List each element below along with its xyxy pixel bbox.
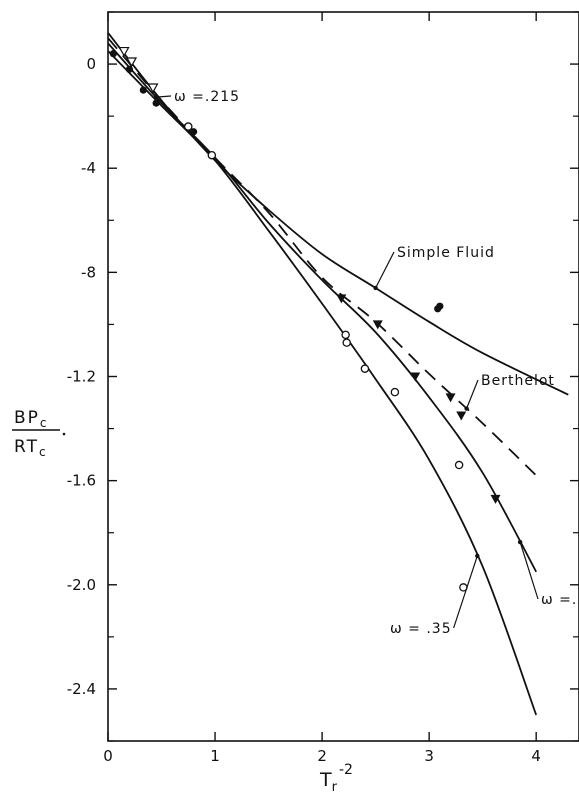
series-line-215	[107, 42, 537, 573]
data-points	[109, 46, 501, 592]
x-axis-label-text: Tr-2	[319, 762, 353, 793]
data-point-open-triangle	[147, 83, 159, 94]
x-tick-label: 4	[531, 747, 541, 765]
annotation-leader	[453, 555, 478, 629]
data-point-filled-triangle	[445, 393, 456, 403]
data-point-open-circle	[454, 460, 464, 470]
y-tick-label: -1.2	[67, 368, 96, 386]
annotation-leader	[156, 95, 172, 98]
y-tick-label: -2.0	[67, 576, 96, 594]
y-tick-label: -8	[81, 263, 96, 281]
annotation-215: ω =.215	[174, 89, 240, 105]
data-point-filled-triangle	[336, 294, 347, 304]
data-point-filled-triangle	[372, 320, 383, 330]
data-point-open-circle	[390, 387, 400, 397]
data-point-open-circle	[360, 364, 370, 373]
annotation-arrowhead	[153, 94, 159, 100]
data-point-filled-circle	[125, 65, 134, 73]
annotation-berthelot: Berthelot	[481, 373, 555, 389]
y-tick-label: 0	[86, 55, 96, 73]
data-point-open-triangle	[118, 46, 130, 57]
y-axis-label-dot	[62, 432, 66, 436]
annotation-35: ω = .35	[390, 621, 452, 637]
annotation-215: ω =.215	[541, 592, 579, 608]
data-point-filled-triangle	[490, 494, 501, 504]
data-point-filled-circle	[109, 50, 117, 58]
data-point-open-triangle	[126, 57, 138, 68]
data-point-filled-circle	[436, 302, 444, 310]
annotation-simple-fluid: Simple Fluid	[397, 245, 495, 261]
x-tick-label: 2	[317, 747, 327, 765]
data-point-open-circle	[184, 122, 193, 131]
data-point-filled-circle	[190, 128, 198, 136]
axis-ticks: 0 1 2 3 4 0 -4 -8 -1.2 -1.6 -2.0 -2.4	[67, 11, 579, 765]
annotation-arrowhead	[475, 553, 480, 559]
data-point-filled-triangle	[456, 411, 467, 421]
annotation-arrowhead	[517, 539, 523, 545]
y-tick-label: -4	[81, 159, 96, 177]
annotation-leader	[466, 379, 479, 409]
annotation-arrowhead	[464, 406, 469, 411]
data-point-open-circle	[341, 330, 350, 340]
data-point-open-circle	[207, 150, 217, 160]
series-line-berthelot	[107, 37, 537, 477]
annotation-leader	[519, 541, 539, 600]
series-lines	[107, 32, 569, 716]
series-line-35	[107, 50, 538, 716]
annotation-leader	[375, 251, 395, 289]
data-point-open-circle	[342, 338, 351, 347]
annotation-arrowhead	[373, 285, 378, 291]
annotations: ω =.215 Simple Fluid Berthelot ω =.215 ω = .…	[153, 89, 579, 637]
series-line-simple-fluid	[107, 32, 569, 396]
x-tick-label: 0	[103, 747, 113, 765]
y-axis-label: BPc RTc	[12, 408, 66, 459]
y-tick-label: -2.4	[67, 680, 96, 698]
data-point-filled-circle	[139, 86, 147, 94]
x-axis-label: Tr-2	[319, 762, 353, 793]
x-tick-label: 1	[210, 747, 220, 765]
data-point-filled-circle	[152, 99, 160, 107]
y-axis-label-numerator: BPc	[14, 408, 49, 430]
data-point-filled-triangle	[410, 372, 421, 382]
x-tick-label: 3	[424, 747, 434, 765]
y-tick-label: -1.6	[67, 472, 96, 490]
y-axis-label-denominator: RTc	[14, 437, 48, 459]
